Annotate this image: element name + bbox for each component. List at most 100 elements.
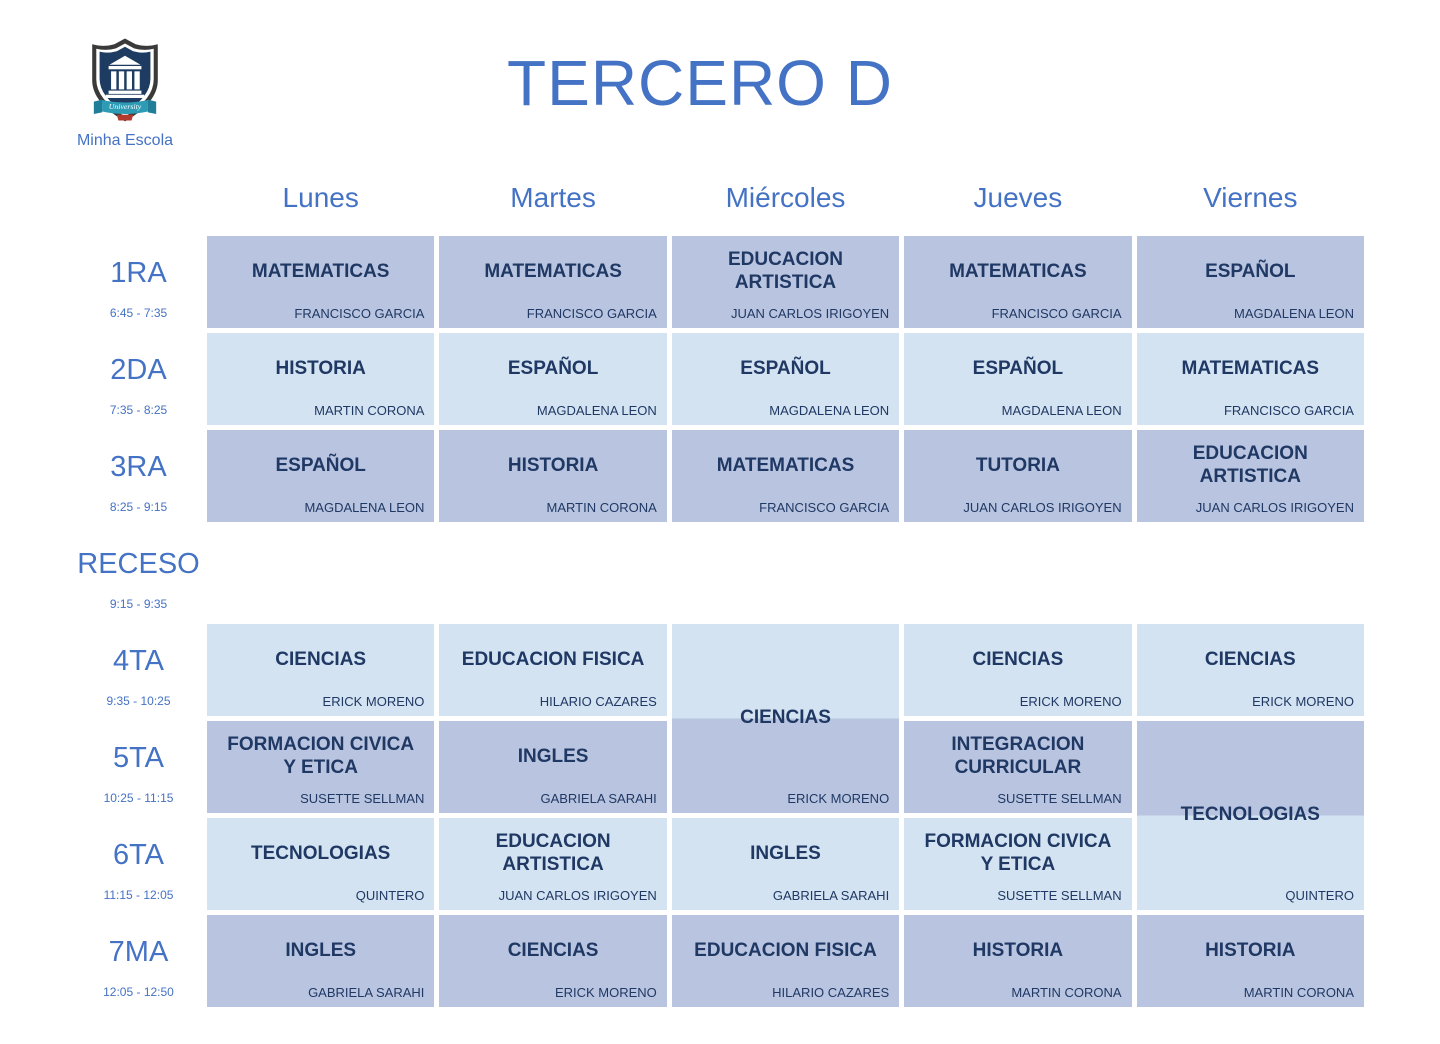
subject-label: ESPAÑOL <box>275 454 366 476</box>
teacher-label: FRANCISCO GARCIA <box>294 306 425 321</box>
teacher-label: FRANCISCO GARCIA <box>526 306 657 321</box>
teacher-label: JUAN CARLOS IRIGOYEN <box>963 500 1122 515</box>
subject-label: TUTORIA <box>975 454 1060 476</box>
period-time: 9:15 - 9:35 <box>109 597 168 611</box>
period-time: 10:25 - 11:15 <box>103 791 174 805</box>
teacher-label: ERICK MORENO <box>554 985 657 1000</box>
schedule-cell: FORMACION CIVICA Y ETICA SUSETTE SELLMAN <box>207 721 435 813</box>
period-time: 8:25 - 9:15 <box>109 500 168 514</box>
subject-label: MATEMATICAS <box>1181 357 1320 379</box>
period-label-5ta: 5TA 10:25 - 11:15 <box>75 721 202 813</box>
day-header-viernes: Viernes <box>1203 182 1298 213</box>
schedule-cell: FORMACION CIVICA Y ETICA SUSETTE SELLMAN <box>904 818 1132 910</box>
subject-label: MATEMATICAS <box>484 260 622 282</box>
schedule-cell: CIENCIAS ERICK MORENO <box>904 624 1132 716</box>
subject-label: TECNOLOGIAS <box>251 842 391 864</box>
subject-label: CIENCIAS <box>740 707 831 729</box>
schedule-cell: INGLES GABRIELA SARAHI <box>207 915 435 1007</box>
period-time: 9:35 - 10:25 <box>106 694 171 708</box>
teacher-label: QUINTERO <box>355 888 425 903</box>
schedule-cell: ESPAÑOL MAGDALENA LEON <box>207 430 435 522</box>
teacher-label: ERICK MORENO <box>1252 694 1354 709</box>
subject-label: INTEGRACION CURRICULAR <box>951 734 1085 778</box>
schedule-cell: ESPAÑOL MAGDALENA LEON <box>904 333 1132 425</box>
day-header-jueves: Jueves <box>973 182 1063 213</box>
subject-label: HISTORIA <box>507 454 599 476</box>
schedule-cell: HISTORIA MARTIN CORONA <box>904 915 1132 1007</box>
period-label-1ra: 1RA 6:45 - 7:35 <box>75 236 202 328</box>
teacher-label: MARTIN CORONA <box>546 500 657 515</box>
teacher-label: JUAN CARLOS IRIGOYEN <box>730 306 890 321</box>
schedule-cell: TUTORIA JUAN CARLOS IRIGOYEN <box>904 430 1132 522</box>
teacher-label: HILARIO CAZARES <box>772 985 890 1000</box>
teacher-label: MAGDALENA LEON <box>1234 306 1354 321</box>
schedule-cell: EDUCACION FISICA HILARIO CAZARES <box>439 624 667 716</box>
school-logo-block: University Minha Escola <box>63 36 187 150</box>
teacher-label: MAGDALENA LEON <box>1001 403 1122 418</box>
schedule-cell: INGLES GABRIELA SARAHI <box>671 818 900 910</box>
teacher-label: GABRIELA SARAHI <box>308 985 425 1000</box>
logo-banner-text: University <box>109 102 142 111</box>
schedule-cell: MATEMATICAS FRANCISCO GARCIA <box>671 430 900 522</box>
teacher-label: HILARIO CAZARES <box>539 694 657 709</box>
teacher-label: MARTIN CORONA <box>314 403 425 418</box>
subject-label: EDUCACION ARTISTICA <box>727 249 844 293</box>
subject-label: TECNOLOGIAS <box>1180 804 1320 826</box>
school-name: Minha Escola <box>76 132 174 149</box>
schedule-cell: CIENCIAS ERICK MORENO <box>207 624 435 716</box>
schedule-cell: MATEMATICAS FRANCISCO GARCIA <box>207 236 435 328</box>
schedule-cell: INGLES GABRIELA SARAHI <box>439 721 667 813</box>
schedule-cell: EDUCACION ARTISTICA JUAN CARLOS IRIGOYEN <box>671 236 900 328</box>
teacher-label: FRANCISCO GARCIA <box>1223 403 1354 418</box>
teacher-label: MARTIN CORONA <box>1011 985 1122 1000</box>
schedule-cell: MATEMATICAS FRANCISCO GARCIA <box>904 236 1132 328</box>
subject-label: EDUCACION FISICA <box>694 939 877 961</box>
schedule-cell: EDUCACION FISICA HILARIO CAZARES <box>671 915 900 1007</box>
day-header-martes: Martes <box>510 182 596 213</box>
period-label-3ra: 3RA 8:25 - 9:15 <box>75 430 202 522</box>
period-time: 11:15 - 12:05 <box>103 888 174 902</box>
day-header-miercoles: Miércoles <box>725 182 846 213</box>
teacher-label: JUAN CARLOS IRIGOYEN <box>1195 500 1354 515</box>
subject-label: EDUCACION FISICA <box>461 648 645 670</box>
teacher-label: FRANCISCO GARCIA <box>759 500 890 515</box>
teacher-label: MAGDALENA LEON <box>769 403 890 418</box>
schedule-cell: EDUCACION ARTISTICA JUAN CARLOS IRIGOYEN <box>439 818 667 910</box>
schedule-cell: HISTORIA MARTIN CORONA <box>207 333 435 425</box>
subject-label: ESPAÑOL <box>507 357 599 379</box>
teacher-label: ERICK MORENO <box>1019 694 1122 709</box>
subject-label: FORMACION CIVICA Y ETICA <box>227 734 415 778</box>
school-crest-icon: University <box>92 38 158 122</box>
schedule-cell-merged: CIENCIAS ERICK MORENO <box>671 624 900 813</box>
teacher-label: SUSETTE SELLMAN <box>300 791 425 806</box>
teacher-label: FRANCISCO GARCIA <box>991 306 1122 321</box>
teacher-label: GABRIELA SARAHI <box>540 791 657 806</box>
period-time: 6:45 - 7:35 <box>109 306 168 320</box>
subject-label: INGLES <box>285 939 357 961</box>
period-label-receso: RECESO 9:15 - 9:35 <box>75 527 202 619</box>
schedule-cell: HISTORIA MARTIN CORONA <box>1136 915 1364 1007</box>
schedule-cell: MATEMATICAS FRANCISCO GARCIA <box>1136 333 1364 425</box>
period-label-7ma: 7MA 12:05 - 12:50 <box>75 915 202 1007</box>
subject-label: ESPAÑOL <box>972 357 1064 379</box>
teacher-label: QUINTERO <box>1285 888 1354 903</box>
period-label-4ta: 4TA 9:35 - 10:25 <box>75 624 202 716</box>
subject-label: EDUCACION ARTISTICA <box>495 831 611 875</box>
subject-label: ESPAÑOL <box>1205 260 1296 282</box>
teacher-label: SUSETTE SELLMAN <box>997 888 1122 903</box>
schedule-cell: ESPAÑOL MAGDALENA LEON <box>671 333 900 425</box>
subject-label: INGLES <box>750 842 821 864</box>
subject-label: EDUCACION ARTISTICA <box>1192 443 1308 487</box>
teacher-label: ERICK MORENO <box>322 694 425 709</box>
timetable-grid: Lunes Martes Miércoles Jueves Viernes 1R… <box>75 165 1364 1007</box>
subject-label: CIENCIAS <box>972 648 1064 670</box>
period-time: 12:05 - 12:50 <box>103 985 174 999</box>
teacher-label: ERICK MORENO <box>787 791 890 806</box>
day-header-lunes: Lunes <box>282 182 359 213</box>
teacher-label: JUAN CARLOS IRIGOYEN <box>498 888 657 903</box>
period-time: 7:35 - 8:25 <box>109 403 168 417</box>
subject-label: ESPAÑOL <box>740 357 831 379</box>
schedule-cell: MATEMATICAS FRANCISCO GARCIA <box>439 236 667 328</box>
subject-label: CIENCIAS <box>507 939 599 961</box>
teacher-label: MAGDALENA LEON <box>304 500 425 515</box>
